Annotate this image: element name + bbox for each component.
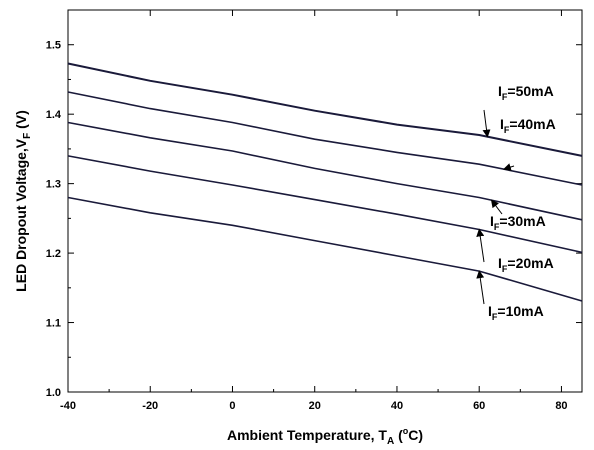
series-line-2 <box>67 121 583 221</box>
series-line-0 <box>67 62 583 157</box>
axis-ticks: -40 -20 0 20 40 60 80 1.0 1.1 1.2 1.3 1.4 1.5 <box>46 10 582 412</box>
y-axis-title: LED Dropout Voltage,VF (V) <box>13 110 33 292</box>
x-tick-label: 80 <box>555 400 567 412</box>
series-label-2: IF=30mA <box>490 213 546 232</box>
label-arrow-3 <box>476 228 485 263</box>
series-labels: IF=50mA IF=40mA IF=30mA IF=20mA IF=10mA <box>476 83 556 322</box>
y-tick-label: 1.2 <box>46 248 61 260</box>
label-arrow-4 <box>476 270 485 305</box>
y-tick-label: 1.3 <box>46 179 61 191</box>
x-axis-title: Ambient Temperature, TA (oC) <box>227 426 423 447</box>
series-label-0: IF=50mA <box>498 83 554 102</box>
x-tick-label: -20 <box>142 400 158 412</box>
label-arrow-0 <box>482 109 491 138</box>
y-tick-label: 1.5 <box>46 40 61 52</box>
x-tick-label: -40 <box>60 400 76 412</box>
y-tick-label: 1.4 <box>46 109 62 121</box>
series-label-4: IF=10mA <box>488 303 544 322</box>
series-label-3: IF=20mA <box>498 255 554 274</box>
x-tick-label: 40 <box>391 400 403 412</box>
label-arrow-1 <box>502 163 515 171</box>
x-tick-label: 60 <box>473 400 485 412</box>
y-tick-label: 1.1 <box>46 318 61 330</box>
x-tick-label: 0 <box>229 400 235 412</box>
y-tick-label: 1.0 <box>46 387 61 399</box>
series-label-1: IF=40mA <box>500 116 556 135</box>
label-arrow-2 <box>490 199 503 215</box>
x-tick-label: 20 <box>309 400 321 412</box>
series-line-1 <box>67 91 583 186</box>
